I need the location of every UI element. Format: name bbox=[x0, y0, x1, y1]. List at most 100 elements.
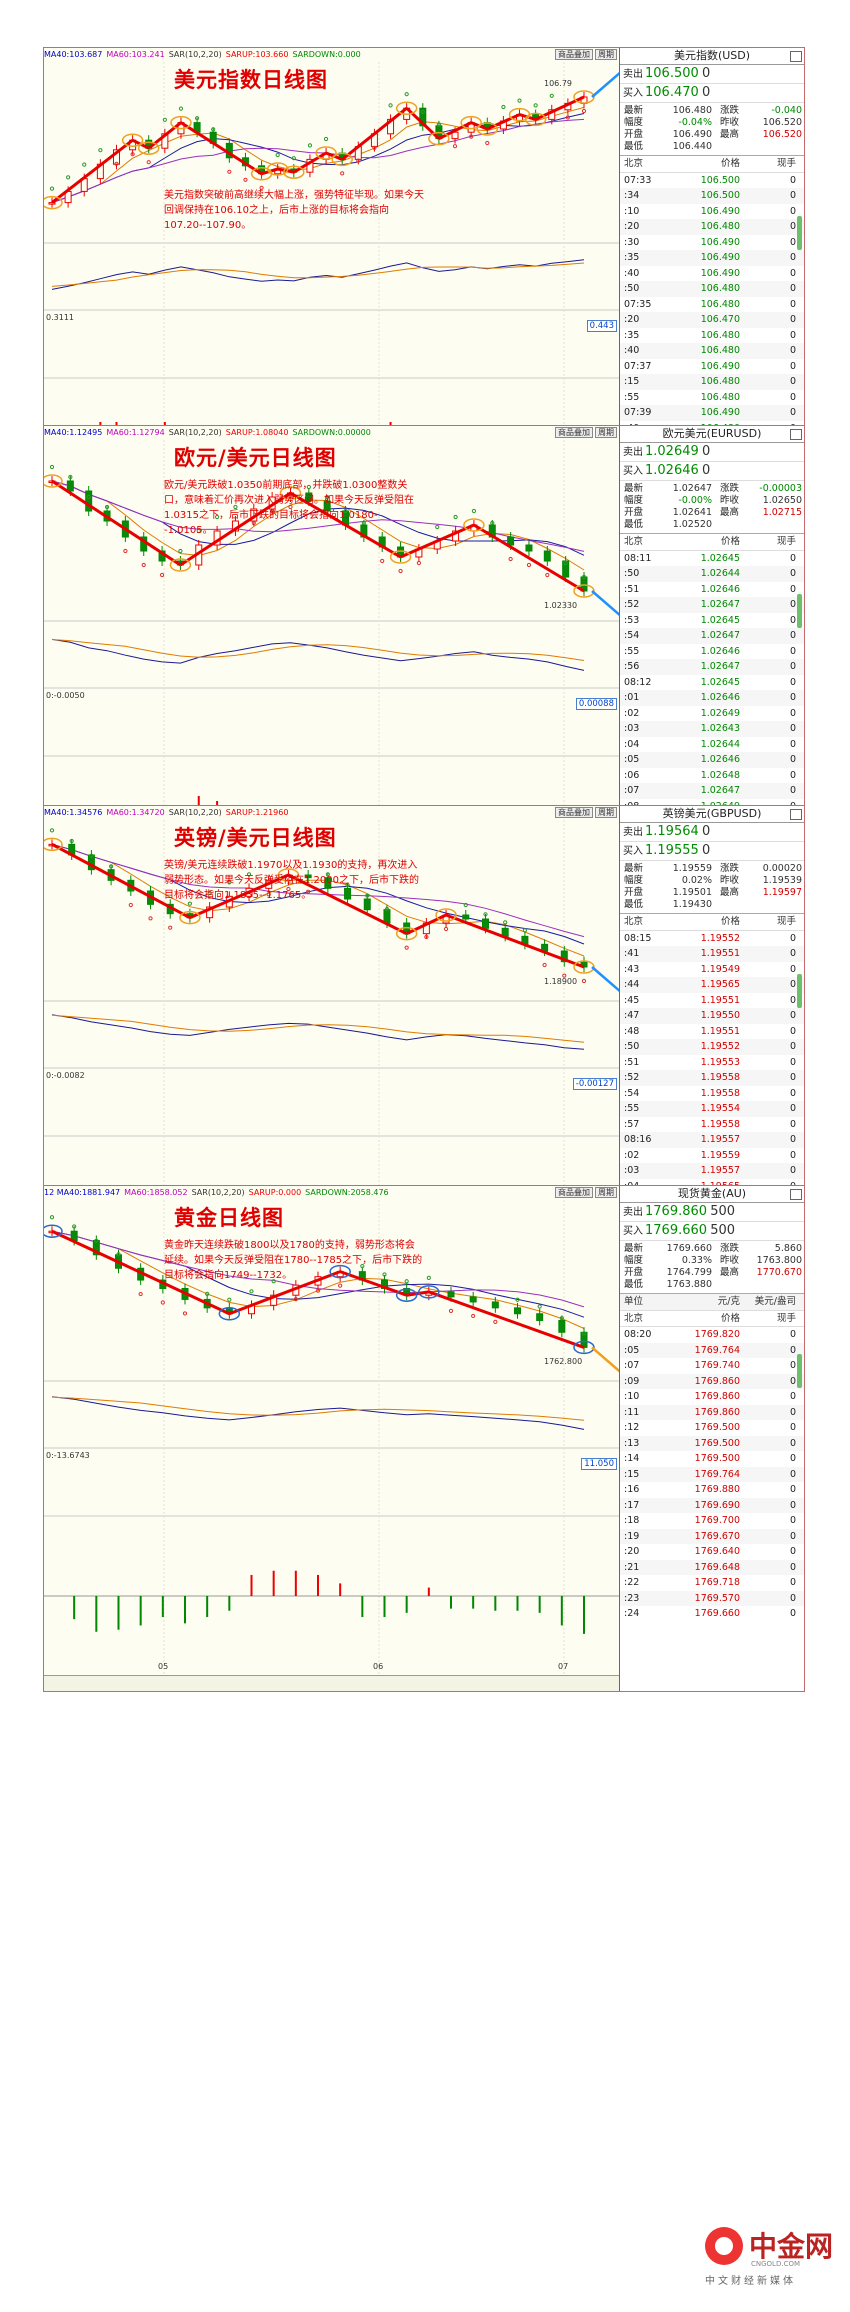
quote-stats: 最新 1.19559 涨跌 0.00020 幅度 0.02% 昨收 1.19539 开盘 1.19… bbox=[620, 861, 804, 914]
candle bbox=[306, 154, 314, 178]
tick-cell: 0 bbox=[789, 345, 796, 356]
tick-cell: 0 bbox=[789, 1010, 796, 1021]
window-toggle-icon[interactable] bbox=[790, 429, 802, 440]
stat-cell: 开盘 bbox=[624, 887, 644, 898]
trend-arrow bbox=[406, 913, 447, 936]
tick-cell: 106.490 bbox=[700, 252, 740, 263]
sar-dot bbox=[72, 1224, 77, 1229]
sar-dot bbox=[542, 962, 547, 968]
sar-dot bbox=[49, 186, 55, 191]
sar-dot bbox=[416, 560, 421, 566]
tick-row: :20 1769.640 0 bbox=[620, 1544, 804, 1560]
window-toggle-icon[interactable] bbox=[790, 51, 802, 62]
sar-dot bbox=[565, 115, 570, 120]
sell-volume: 0 bbox=[701, 444, 711, 459]
unit-cell: 单位 bbox=[624, 1296, 644, 1307]
scrollbar[interactable] bbox=[797, 594, 802, 628]
window-toggle-icon[interactable] bbox=[790, 1189, 802, 1200]
month-label: 06 bbox=[373, 1662, 384, 1671]
tick-row: :51 1.19553 0 bbox=[620, 1055, 804, 1071]
trend-arrow bbox=[51, 139, 134, 204]
buy-label: 买入 bbox=[623, 88, 643, 99]
tick-cell: 0 bbox=[789, 236, 796, 248]
tick-cell: 0 bbox=[789, 723, 796, 734]
tick-row: :23 1769.570 0 bbox=[620, 1590, 804, 1606]
tick-row: :17 1769.690 0 bbox=[620, 1497, 804, 1513]
tick-cell: :10 bbox=[624, 1391, 640, 1402]
unit-row[interactable]: 单位 元/克 美元/盎司 bbox=[620, 1294, 804, 1311]
chart-button[interactable]: 周期 bbox=[595, 1187, 617, 1198]
candle bbox=[580, 956, 588, 972]
sar-dot bbox=[323, 136, 329, 142]
indicator-label: SARDOWN:0.000 bbox=[292, 50, 361, 59]
chart-button[interactable]: 周期 bbox=[595, 807, 617, 818]
sell-volume: 0 bbox=[701, 66, 711, 81]
sar-dot bbox=[275, 152, 280, 158]
chart-button[interactable]: 商品叠加 bbox=[555, 1187, 593, 1198]
chart-button[interactable]: 商品叠加 bbox=[555, 49, 593, 60]
tick-cell: 0 bbox=[789, 785, 796, 796]
stat-cell: 106.520 bbox=[762, 129, 802, 140]
sar-dot bbox=[338, 1283, 343, 1288]
stat-cell: 1.02641 bbox=[672, 507, 712, 518]
chart-title: 欧元/美元日线图 bbox=[174, 446, 337, 470]
scrollbar[interactable] bbox=[797, 1354, 802, 1388]
sar-dot bbox=[211, 127, 216, 132]
chart-button[interactable]: 周期 bbox=[595, 49, 617, 60]
chart-button[interactable]: 周期 bbox=[595, 427, 617, 438]
tick-cell: :54 bbox=[624, 1087, 640, 1099]
stat-cell: 1.02520 bbox=[672, 519, 712, 530]
analysis-note: 美元指数突破前高继续大幅上涨，强势特征毕现。如果今天回调保持在106.10之上，… bbox=[164, 190, 424, 231]
chart-button[interactable]: 商品叠加 bbox=[555, 427, 593, 438]
indicator-label: MA40:103.687 bbox=[44, 50, 103, 59]
sar-dot bbox=[356, 158, 361, 163]
sar-dot bbox=[426, 1275, 431, 1280]
sar-dot bbox=[345, 882, 350, 888]
tick-row: :55 1.19554 0 bbox=[620, 1101, 804, 1117]
tick-header-cell: 北京 bbox=[624, 1312, 644, 1324]
tick-cell: :55 bbox=[624, 645, 640, 657]
tick-cell: 1769.500 bbox=[694, 1437, 740, 1449]
tick-cell: 1.19553 bbox=[700, 1056, 740, 1068]
candle bbox=[206, 902, 214, 923]
scrollbar[interactable] bbox=[797, 974, 802, 1008]
tick-cell: 106.480 bbox=[700, 283, 740, 294]
buy-price: 1769.660 bbox=[645, 1223, 708, 1238]
tick-cell: :24 bbox=[624, 1608, 640, 1619]
chart-title: 美元指数日线图 bbox=[174, 68, 328, 92]
indicator-label: 12 MA40:1881.947 bbox=[44, 1188, 121, 1197]
candle bbox=[580, 92, 588, 109]
tick-cell: 0 bbox=[789, 1344, 796, 1356]
trend-arrow bbox=[486, 113, 521, 131]
tick-cell: 0 bbox=[789, 267, 796, 279]
sar-dot bbox=[483, 912, 488, 917]
sar-dot bbox=[384, 906, 390, 912]
sar-dot bbox=[251, 520, 256, 526]
chart-button[interactable]: 商品叠加 bbox=[555, 807, 593, 818]
tick-cell: 0 bbox=[789, 329, 796, 341]
trend-arrow bbox=[438, 121, 472, 140]
macd-value: 0.443 bbox=[586, 320, 617, 332]
tick-row: :47 1.19550 0 bbox=[620, 1008, 804, 1024]
scrollbar[interactable] bbox=[797, 216, 802, 250]
tick-cell: :48 bbox=[624, 1025, 640, 1037]
sar-dot bbox=[146, 160, 151, 165]
sar-dot bbox=[361, 520, 366, 526]
tick-cell: 0 bbox=[789, 1577, 796, 1588]
tick-header-cell: 价格 bbox=[720, 536, 740, 547]
sar-dot bbox=[340, 171, 345, 176]
sar-dot bbox=[471, 508, 477, 514]
swing-marker bbox=[428, 131, 450, 146]
trend-arrow bbox=[287, 873, 408, 936]
sar-dot bbox=[517, 98, 522, 103]
stat-cell: 开盘 bbox=[624, 507, 644, 518]
kline-chart[interactable]: 12 MA40:1881.947 MA60:1858.052 SAR(10,2,20… bbox=[44, 1186, 620, 1691]
trend-arrow bbox=[293, 151, 327, 174]
tick-row: :20 106.470 0 bbox=[620, 312, 804, 328]
stat-cell: 昨收 bbox=[720, 117, 740, 128]
window-toggle-icon[interactable] bbox=[790, 809, 802, 820]
buy-price: 1.19555 bbox=[645, 843, 699, 858]
swing-marker bbox=[179, 910, 201, 925]
sell-label: 卖出 bbox=[623, 69, 643, 80]
tick-row: :03 1.02643 0 bbox=[620, 721, 804, 737]
